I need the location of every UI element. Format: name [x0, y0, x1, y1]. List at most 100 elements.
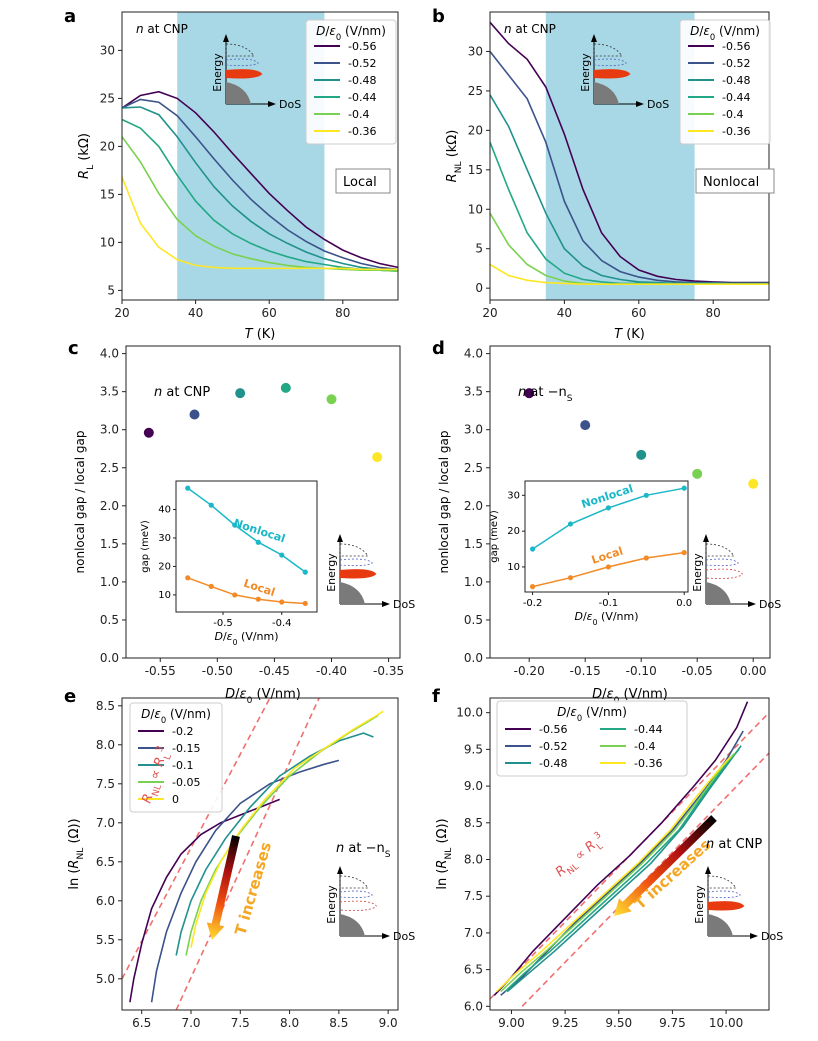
y-tick-label: 0 [475, 281, 483, 295]
y-tick-label: 2.5 [100, 461, 119, 475]
dos-label: DoS [279, 98, 301, 111]
shaded-region [177, 12, 325, 300]
energy-label: Energy [691, 553, 704, 592]
data-point [748, 478, 759, 489]
legend-title: D/ε0 (V/nm) [141, 707, 211, 725]
inset-frame [175, 480, 318, 613]
inset-point [279, 599, 285, 605]
dos-peak-filled [594, 69, 631, 79]
inset-point [681, 550, 687, 556]
y-tick-label: 0.0 [100, 651, 119, 665]
fit-line [122, 698, 271, 980]
dos-band [225, 43, 255, 57]
panel-letter: a [64, 6, 76, 27]
data-point [524, 388, 535, 399]
x-tick-label: -0.1 [599, 598, 619, 609]
y-tick-label: 3.5 [100, 385, 119, 399]
x-tick-label: 0.00 [740, 664, 767, 678]
y-tick-label: 8.5 [464, 816, 483, 830]
inset-bg [176, 481, 317, 612]
panel-letter: c [68, 338, 79, 359]
y-tick-label: 4.0 [100, 347, 119, 361]
y-tick-label: 7.5 [96, 777, 115, 791]
x-tick-label: -0.40 [316, 664, 347, 678]
data-point [235, 388, 246, 399]
x-tick-label: 9.50 [605, 1016, 632, 1030]
inset-point [302, 600, 308, 607]
x-tick-label: 10.00 [709, 1016, 743, 1030]
dos-band [593, 43, 623, 57]
fit-line [521, 752, 769, 1007]
x-tick-label: 9.0 [379, 1016, 398, 1030]
legend-title: D/ε0 (V/nm) [690, 24, 760, 42]
inset-point [681, 485, 687, 491]
inset-frame [524, 480, 689, 593]
inset-point [567, 521, 574, 527]
arrow-head [223, 34, 229, 42]
dos-schematic: DoS Energy [211, 34, 301, 111]
legend: D/ε0 (V/nm)-0.2 -0.15 -0.1 -0.05 0 [129, 702, 223, 813]
y-tick-label: 8.5 [96, 699, 115, 713]
data-point [636, 449, 647, 460]
y-tick-label: 8.0 [464, 853, 483, 867]
dos-valence [226, 82, 251, 104]
y-tick-label: 1.5 [100, 537, 119, 551]
dos-valence [706, 582, 731, 604]
panel-b: 20 40 60 80 0 5 10 15 20 25 30 b n at CNP T (K) RNL (k… [432, 6, 775, 342]
arrow-head [382, 601, 390, 607]
temperature-arrow [206, 835, 240, 940]
inset-point [279, 552, 285, 558]
fit-label: RNL ∝ RL3 [552, 830, 610, 883]
x-tick-label: -0.05 [682, 664, 713, 678]
energy-label: Energy [693, 885, 706, 924]
panel-a: 20 40 60 80 5 10 15 20 25 30 a n at CNP T (K) RL (kΩ)… [64, 6, 399, 342]
panel-letter: d [432, 338, 445, 359]
y-tick-label: 30 [158, 533, 171, 544]
dos-schematic: DoS Energy [325, 866, 415, 943]
dos-band [339, 558, 373, 567]
legend-entry: -0.36 [348, 125, 376, 138]
y-tick-label: 5.0 [96, 972, 115, 986]
legend-entry: -0.4 [722, 108, 743, 121]
inset-point [529, 584, 536, 590]
x-tick-label: -0.35 [373, 664, 404, 678]
series-line [121, 98, 399, 271]
series-line [190, 710, 384, 948]
y-tick-label: 7.0 [464, 926, 483, 940]
y-tick-label: 5 [475, 242, 483, 256]
dos-label: DoS [647, 98, 669, 111]
panel-e: 6.5 7.0 7.5 8.0 8.5 9.0 5.0 5.5 6.0 6.5 7.0 7.5 8.0 8… [64, 686, 415, 1041]
y-tick-label: 3.5 [464, 385, 483, 399]
x-tick-label: 80 [335, 306, 350, 320]
series-line [504, 748, 740, 993]
legend-entry: -0.05 [172, 776, 200, 789]
legend: D/ε0 (V/nm)-0.56 -0.52 -0.48 -0.44 -0.4 -0.36 [496, 700, 688, 777]
y-tick-label: 20 [468, 123, 483, 137]
series-line [489, 263, 769, 286]
arrow-label: T increases [231, 840, 275, 937]
data-point [372, 452, 383, 463]
dos-schematic: DoS Energy [579, 34, 669, 111]
dos-band [705, 543, 735, 557]
y-axis-label: nonlocal gap / local gap [437, 431, 451, 574]
dos-label: DoS [393, 930, 415, 943]
temperature-arrow [614, 815, 717, 916]
y-tick-label: 10 [100, 235, 115, 249]
arrow-head [750, 933, 758, 939]
density-annotation: n at CNP [136, 22, 188, 36]
y-tick-label: 6.5 [464, 963, 483, 977]
y-tick-label: 10 [158, 590, 171, 601]
dos-valence [708, 914, 733, 936]
inset-point [302, 569, 308, 575]
y-tick-label: 9.5 [464, 742, 483, 756]
x-tick-label: 9.75 [659, 1016, 686, 1030]
x-tick-label: 9.25 [552, 1016, 579, 1030]
x-tick-label: 0.0 [676, 598, 692, 609]
mode-label-box [335, 168, 391, 194]
series-line [175, 732, 374, 956]
inset-point [643, 555, 649, 561]
y-tick-label: 1.0 [464, 575, 483, 589]
data-point [143, 427, 154, 438]
